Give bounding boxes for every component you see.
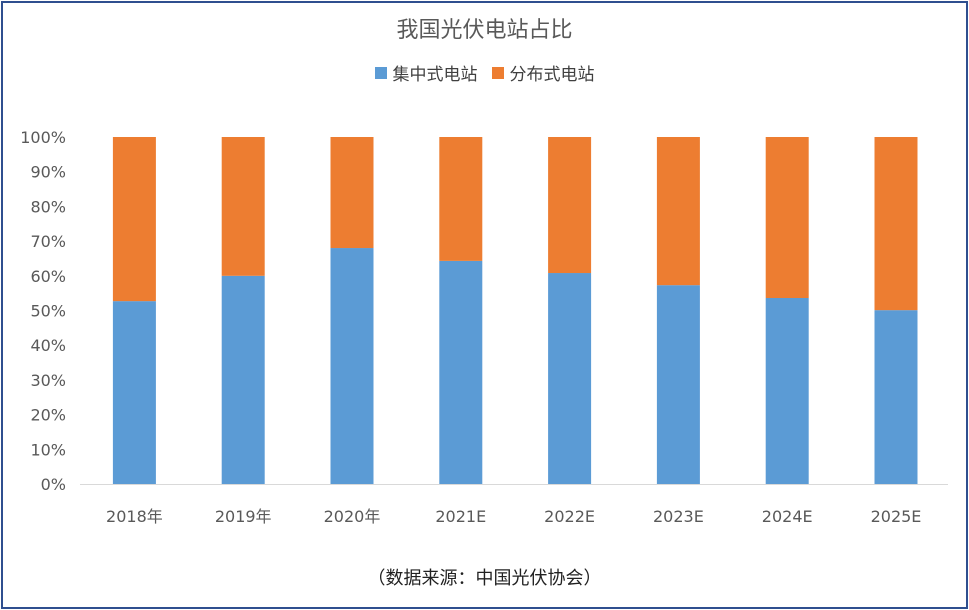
x-tick-label: 2019年 [215,507,272,526]
bar-centralized [765,298,809,484]
x-tick-label: 2021E [435,507,486,526]
legend-label: 分布式电站 [509,65,595,85]
bar-centralized [330,248,374,484]
bar-centralized [874,310,918,484]
y-tick-label: 50% [30,302,66,321]
bar-distributed [765,137,809,299]
y-tick-label: 10% [30,440,66,459]
legend-swatch-centralized [374,66,387,79]
bar-distributed [221,137,265,276]
legend-swatch-distributed [491,66,504,79]
bar-centralized [548,273,592,484]
bar-distributed [656,137,700,286]
x-tick-label: 2018年 [106,507,163,526]
legend-label: 集中式电站 [392,65,478,85]
bar-distributed [874,137,918,311]
bar-distributed [439,137,483,261]
bar-distributed [330,137,374,249]
bar-centralized [221,275,265,484]
x-tick-label: 2022E [544,507,595,526]
legend: 集中式电站 分布式电站 [0,60,969,85]
source-note: （数据来源：中国光伏协会） [367,568,602,589]
y-tick-label: 80% [30,197,66,216]
legend-item-distributed: 分布式电站 [491,60,595,85]
y-tick-label: 70% [30,232,66,251]
y-tick-label: 30% [30,371,66,390]
x-tick-label: 2025E [871,507,922,526]
legend-item-centralized: 集中式电站 [374,60,478,85]
x-tick-label: 2020年 [324,507,381,526]
chart-title: 我国光伏电站占比 [396,18,573,43]
y-tick-label: 20% [30,406,66,425]
bar-centralized [439,260,483,484]
y-tick-label: 90% [30,163,66,182]
y-tick-label: 0% [41,475,66,494]
bar-centralized [656,285,700,484]
bar-distributed [548,137,592,274]
x-tick-label: 2023E [653,507,704,526]
bar-centralized [112,301,156,484]
x-tick-label: 2024E [762,507,813,526]
y-tick-label: 40% [30,336,66,355]
bar-distributed [112,137,156,302]
y-tick-label: 60% [30,267,66,286]
y-tick-label: 100% [20,128,66,147]
